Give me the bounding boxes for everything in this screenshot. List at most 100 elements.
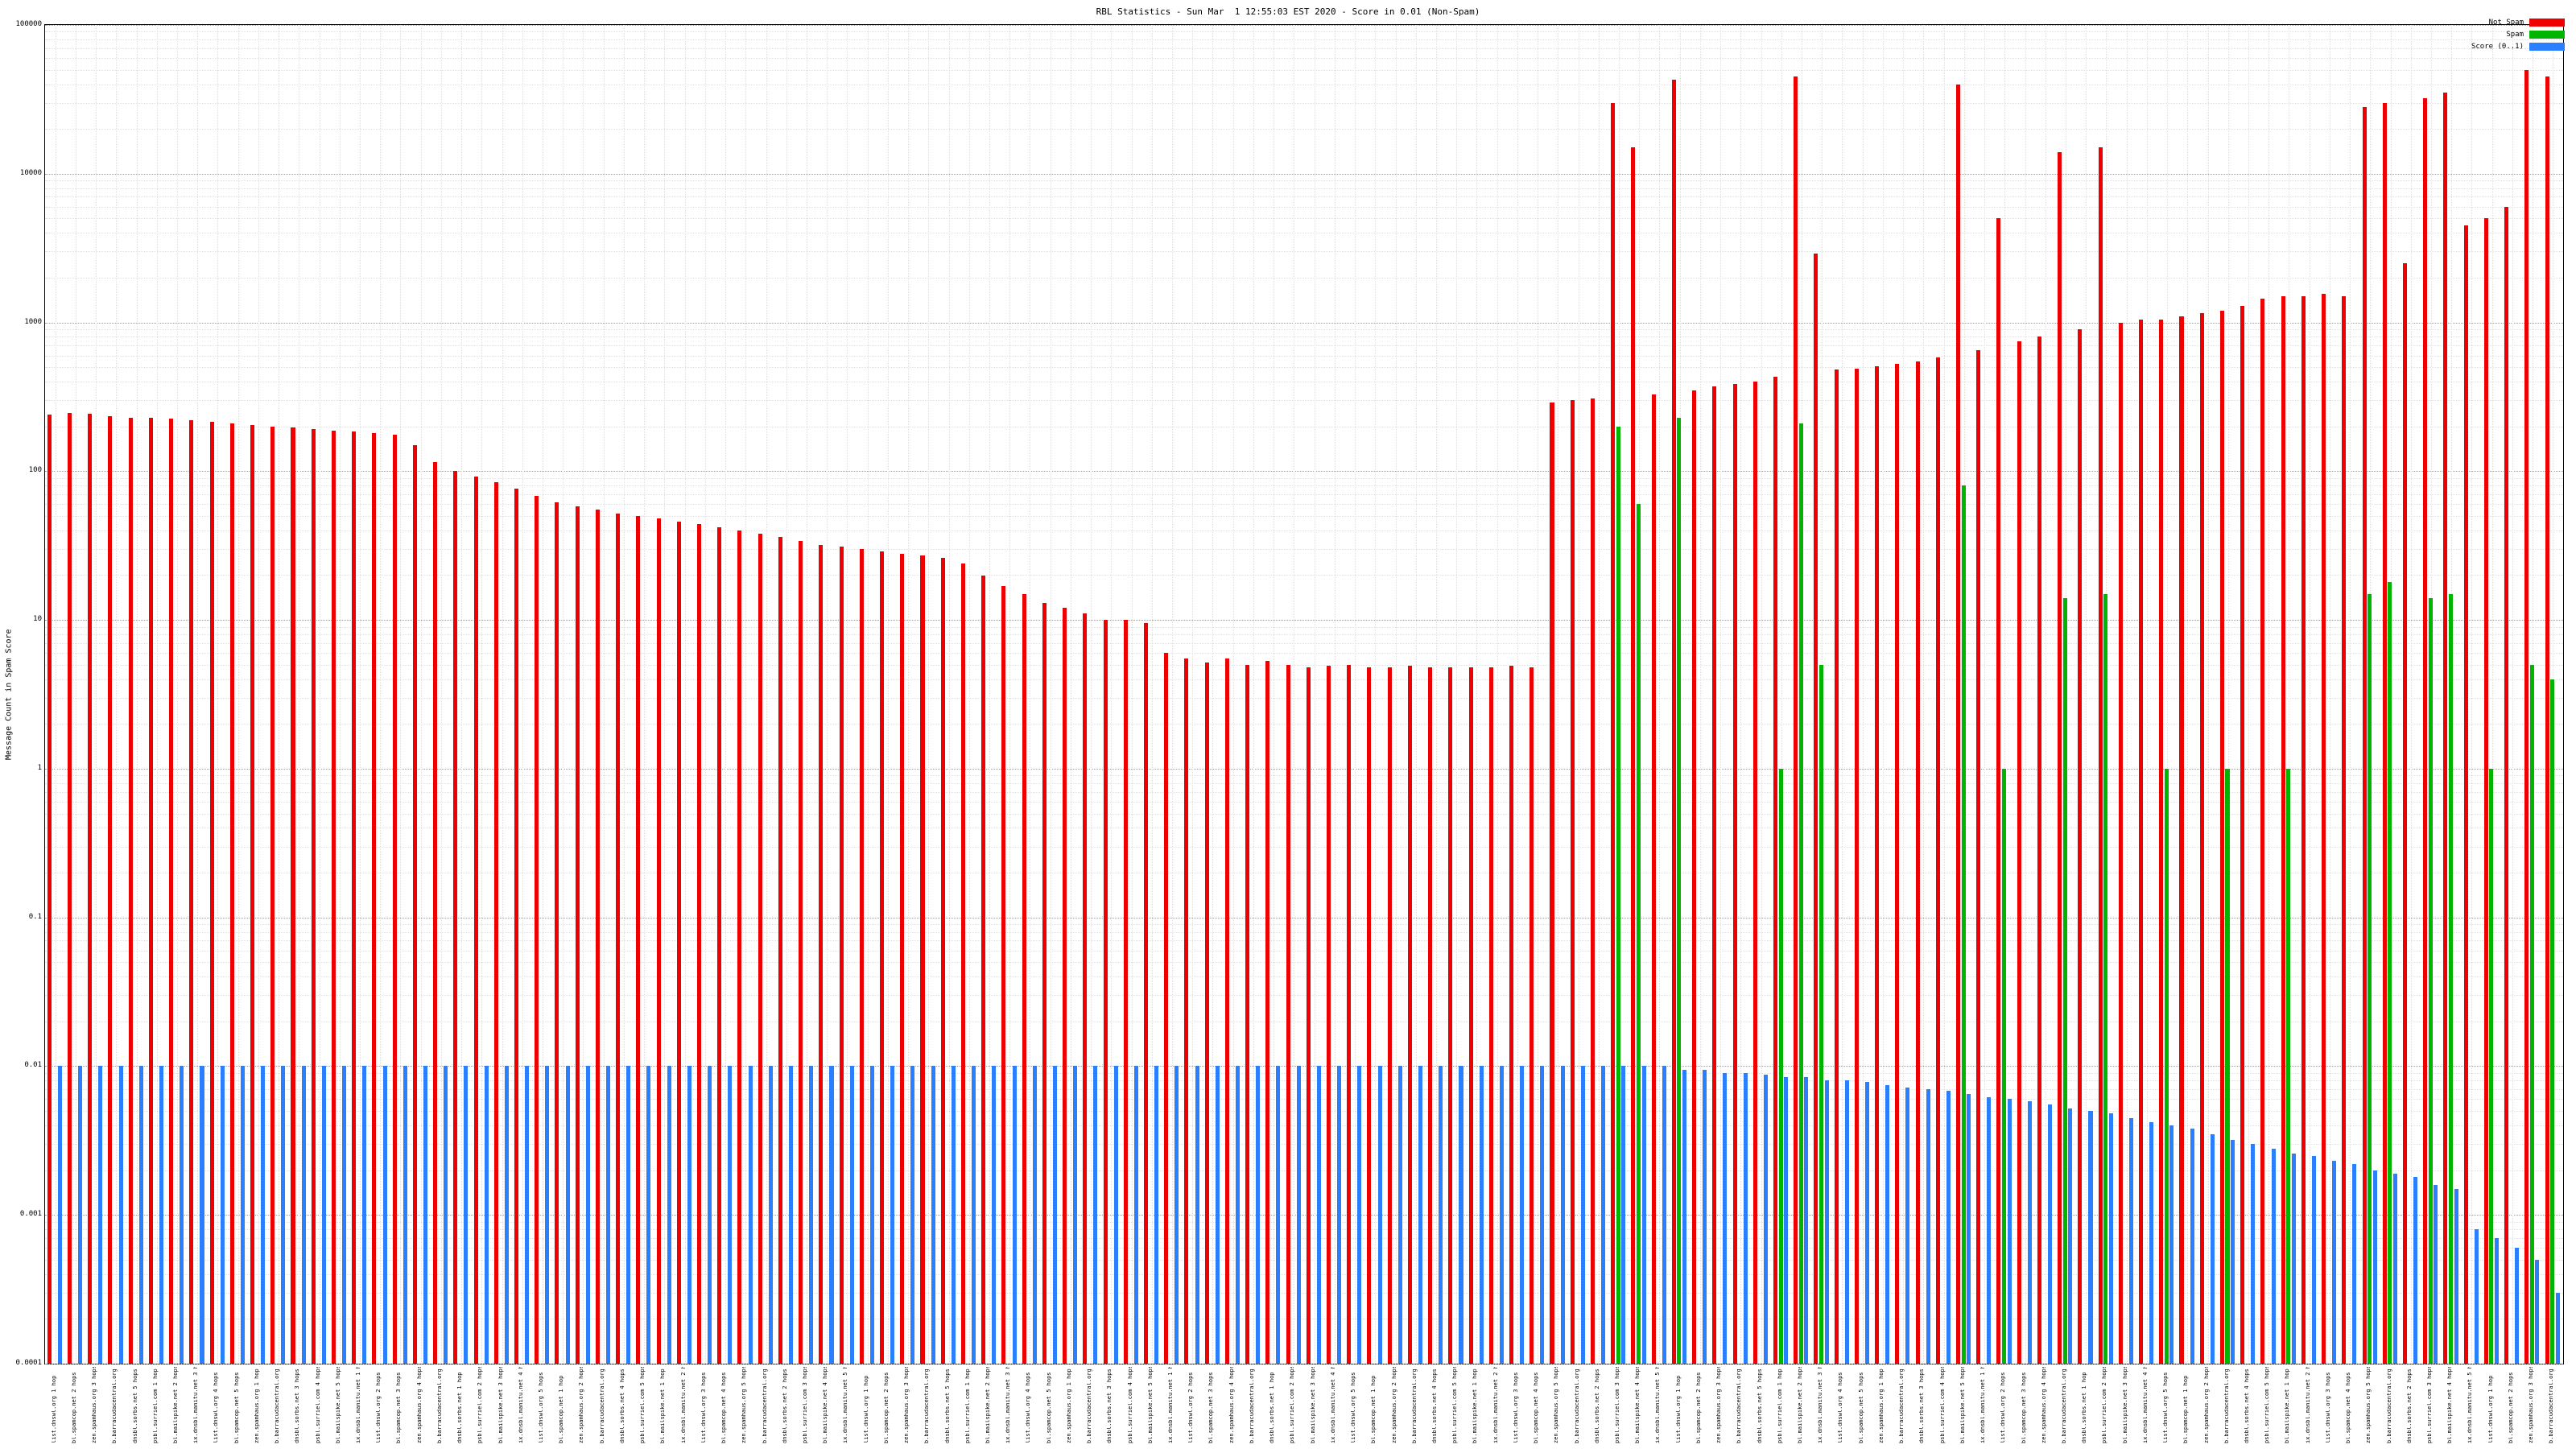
bar-not-spam <box>1143 623 1148 1364</box>
gridline-minor <box>45 493 2563 495</box>
bar-score-0-1- <box>2271 1148 2276 1364</box>
bar-not-spam <box>1956 84 1961 1364</box>
gridline-minor <box>45 1274 2563 1275</box>
bar-score-0-1- <box>626 1066 631 1364</box>
gridline-minor <box>45 367 2563 369</box>
x-tick-label: psbl.surriel.com 3 hops <box>802 1367 808 1443</box>
bar-spam <box>2368 593 2372 1364</box>
x-tick-label: list.dnswl.org 4 hops <box>1838 1372 1844 1443</box>
bar-not-spam <box>433 462 438 1364</box>
bar-not-spam <box>758 533 762 1364</box>
gridline-vertical <box>1111 25 1113 1364</box>
bar-score-0-1- <box>1885 1084 1890 1364</box>
bar-score-0-1- <box>2311 1155 2316 1364</box>
x-tick-label: bl.mailspike.net 1 hop <box>2285 1368 2291 1443</box>
legend-row-not-spam: Not Spam <box>2471 16 2565 28</box>
bar-score-0-1- <box>342 1066 347 1364</box>
bar-score-0-1- <box>423 1066 427 1364</box>
bar-score-0-1- <box>1946 1091 1951 1364</box>
gridline-decade <box>45 1215 2563 1216</box>
gridline-vertical <box>2248 25 2249 1364</box>
bar-not-spam <box>2118 322 2123 1364</box>
bar-spam <box>1778 768 1783 1364</box>
gridline-vertical <box>2167 25 2169 1364</box>
bar-score-0-1- <box>1215 1066 1220 1364</box>
gridline-vertical <box>1699 25 1701 1364</box>
gridline-minor <box>45 642 2563 644</box>
bar-not-spam <box>2098 147 2103 1364</box>
gridline-minor <box>45 1221 2563 1223</box>
x-tick-label: dnsbl.sorbs.net 4 hops <box>1431 1368 1438 1443</box>
bar-not-spam <box>1570 400 1575 1364</box>
gridline-decade <box>45 620 2563 621</box>
y-tick-label: 0.01 <box>24 1061 42 1070</box>
legend-swatch-not-spam <box>2529 18 2565 27</box>
bar-score-0-1- <box>605 1066 611 1364</box>
legend-swatch-spam <box>2529 30 2565 39</box>
gridline-minor <box>45 924 2563 926</box>
gridline-minor <box>45 846 2563 848</box>
bar-not-spam <box>1752 382 1757 1364</box>
bar-score-0-1- <box>585 1066 590 1364</box>
gridline-vertical <box>461 25 463 1364</box>
x-tick-label: dnsbl.sorbs.net 1 hop <box>1269 1372 1276 1443</box>
x-tick-label: psbl.surriel.com 4 hops <box>1127 1367 1133 1443</box>
gridline-vertical <box>928 25 930 1364</box>
bar-spam <box>2550 679 2555 1364</box>
gridline-decade <box>45 768 2563 770</box>
bar-not-spam <box>1063 608 1067 1364</box>
bar-score-0-1- <box>951 1066 956 1364</box>
x-tick-label: ix.dnsbl.manitu.net 3 hops <box>193 1367 200 1443</box>
x-tick-label: dnsbl.sorbs.net 5 hops <box>1757 1368 1763 1443</box>
x-tick-label: bl.mailspike.net 4 hops <box>1635 1367 1641 1443</box>
gridline-vertical <box>2207 25 2209 1364</box>
x-tick-label: list.dnswl.org 5 hops <box>2163 1372 2169 1443</box>
bar-score-0-1- <box>1235 1066 1241 1364</box>
x-tick-label: list.dnswl.org 4 hops <box>213 1372 220 1443</box>
x-tick-label: b.barracudacentral.org 2 hops <box>275 1367 281 1443</box>
x-tick-label: bl.spamcop.net 2 hops <box>1695 1372 1702 1443</box>
gridline-minor <box>45 47 2563 49</box>
gridline-vertical <box>563 25 564 1364</box>
gridline-vertical <box>1862 25 1864 1364</box>
bar-score-0-1- <box>687 1066 691 1364</box>
x-tick-label: list.dnswl.org 3 hops <box>2325 1372 2331 1443</box>
bar-not-spam <box>1651 394 1656 1364</box>
bar-not-spam <box>1996 218 2001 1364</box>
bar-score-0-1- <box>565 1066 570 1364</box>
y-tick-label: 1 <box>37 763 42 772</box>
bar-not-spam <box>108 415 113 1364</box>
bar-score-0-1- <box>484 1066 489 1364</box>
bar-score-0-1- <box>281 1066 286 1364</box>
gridline-decade <box>45 917 2563 919</box>
x-tick-label: zen.spamhaus.org 4 hops <box>2041 1367 2047 1443</box>
bar-score-0-1- <box>504 1066 509 1364</box>
bar-not-spam <box>1509 666 1514 1364</box>
bar-score-0-1- <box>1601 1066 1606 1364</box>
gridline-vertical <box>583 25 584 1364</box>
gridline-minor <box>45 336 2563 338</box>
bar-spam <box>1961 485 1966 1364</box>
bar-score-0-1- <box>1337 1066 1342 1364</box>
bar-score-0-1- <box>180 1066 184 1364</box>
bar-not-spam <box>473 477 478 1364</box>
bar-not-spam <box>1590 398 1595 1364</box>
gridline-minor <box>45 345 2563 347</box>
gridline-vertical <box>1842 25 1843 1364</box>
bar-score-0-1- <box>667 1066 671 1364</box>
bar-score-0-1- <box>1662 1066 1666 1364</box>
gridline-vertical <box>2227 25 2229 1364</box>
bar-score-0-1- <box>2474 1229 2479 1364</box>
gridline-vertical <box>725 25 727 1364</box>
y-axis-label: Message Count in Spam Score <box>4 629 14 760</box>
gridline-vertical <box>1131 25 1133 1364</box>
x-tick-label: bl.mailspike.net 5 hops <box>1147 1367 1154 1443</box>
x-tick-label: bl.spamcop.net 4 hops <box>2346 1372 2352 1443</box>
gridline-vertical <box>1903 25 1905 1364</box>
x-tick-label: ix.dnsbl.manitu.net 4 hops <box>2142 1367 2149 1443</box>
bar-score-0-1- <box>138 1066 143 1364</box>
bar-score-0-1- <box>321 1066 326 1364</box>
bar-score-0-1- <box>768 1066 773 1364</box>
gridline-vertical <box>704 25 706 1364</box>
x-tick-label: dnsbl.sorbs.net 2 hops <box>2406 1368 2413 1443</box>
